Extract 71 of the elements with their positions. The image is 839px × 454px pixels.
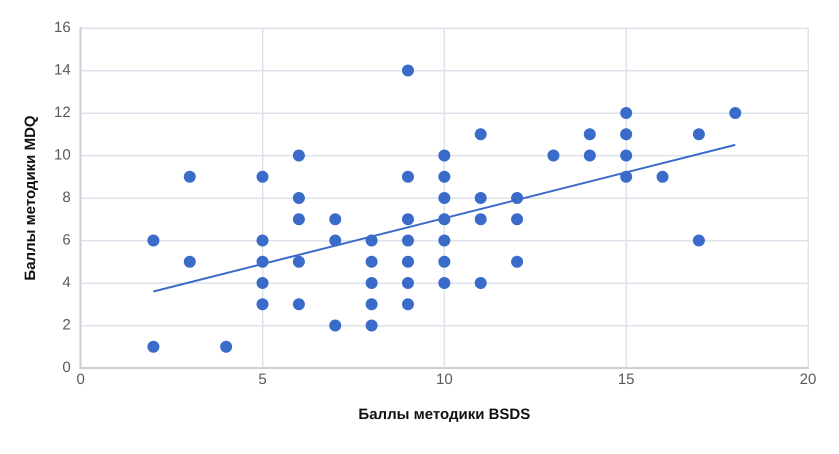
point (620, 128, 632, 140)
y-tick-label: 10 (54, 146, 71, 164)
y-tick-label: 2 (62, 316, 71, 334)
y-tick-label: 12 (54, 104, 71, 122)
point (329, 320, 342, 332)
point (402, 234, 414, 246)
point (184, 256, 196, 268)
point (584, 128, 596, 140)
point (256, 256, 269, 268)
point (474, 192, 487, 204)
point (511, 213, 524, 226)
y-tick-label: 4 (62, 274, 71, 292)
point (402, 170, 414, 183)
point (729, 107, 742, 119)
point (329, 234, 342, 246)
point (511, 256, 524, 268)
point (692, 128, 705, 140)
point (292, 213, 305, 226)
point (147, 234, 160, 246)
y-tick-label: 0 (62, 359, 71, 376)
x-tick-label: 0 (76, 371, 85, 388)
point (366, 277, 378, 289)
x-tick-label: 15 (618, 371, 635, 388)
x-tick-label: 5 (258, 371, 267, 388)
y-tick-label: 16 (54, 19, 71, 36)
point (256, 170, 269, 183)
point (438, 256, 450, 268)
point (620, 170, 632, 183)
point (438, 192, 450, 204)
point (366, 320, 378, 332)
point (402, 213, 414, 226)
x-axis-title: Баллы методики BSDS (358, 406, 530, 424)
point (474, 128, 487, 140)
point (184, 170, 196, 183)
point (656, 170, 669, 183)
x-tick-label: 20 (800, 371, 816, 388)
point (366, 256, 378, 268)
y-tick-label: 8 (62, 189, 71, 206)
point (584, 150, 596, 162)
point (366, 298, 378, 310)
point (438, 213, 450, 226)
point (620, 107, 632, 119)
point (474, 213, 487, 226)
point (220, 340, 232, 353)
y-tick-label: 14 (54, 62, 71, 79)
point (402, 256, 414, 268)
point (511, 192, 524, 204)
y-axis-title: Баллы методики MDQ (22, 115, 40, 281)
point (147, 340, 160, 353)
point (438, 234, 450, 246)
point (402, 277, 414, 289)
point (292, 192, 305, 204)
point (438, 277, 450, 289)
point (292, 150, 305, 162)
point (256, 298, 269, 310)
point (292, 298, 305, 310)
point (256, 277, 269, 289)
x-tick-label: 10 (436, 371, 453, 388)
point (620, 150, 632, 162)
point (402, 64, 414, 76)
point (366, 234, 378, 246)
y-tick-label: 6 (62, 232, 71, 249)
point (438, 150, 450, 162)
point (547, 150, 560, 162)
point (438, 170, 450, 183)
point (329, 213, 342, 226)
point (292, 256, 305, 268)
point (692, 234, 705, 246)
point (474, 277, 487, 289)
point (402, 298, 414, 310)
point (256, 234, 269, 246)
